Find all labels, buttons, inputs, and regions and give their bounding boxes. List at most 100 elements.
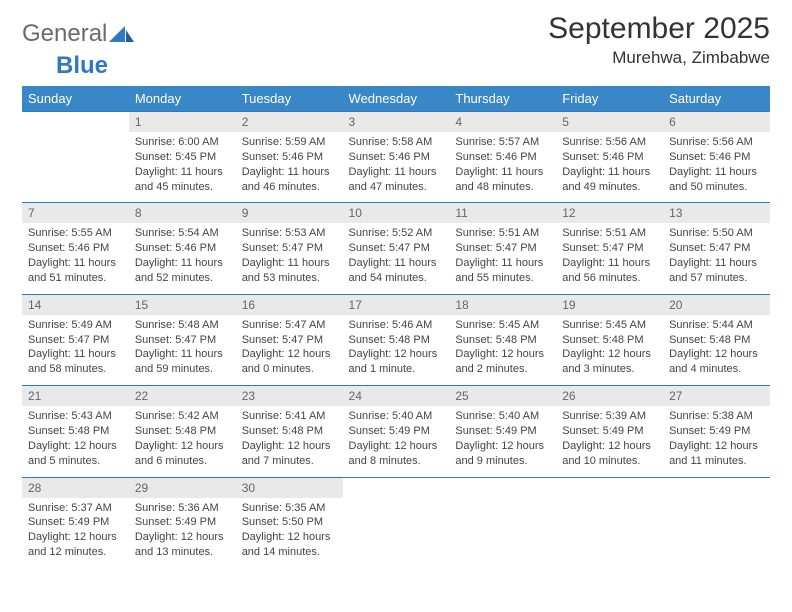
day-daylight2: and 8 minutes.: [349, 454, 444, 469]
day-daylight1: Daylight: 11 hours: [28, 347, 123, 362]
day-number: 28: [22, 478, 129, 498]
day-daylight2: and 58 minutes.: [28, 362, 123, 377]
day-body: Sunrise: 5:51 AMSunset: 5:47 PMDaylight:…: [556, 223, 663, 293]
day-sunset: Sunset: 5:48 PM: [669, 333, 764, 348]
day-daylight2: and 4 minutes.: [669, 362, 764, 377]
calendar-cell: 26Sunrise: 5:39 AMSunset: 5:49 PMDayligh…: [556, 386, 663, 477]
calendar-cell: 27Sunrise: 5:38 AMSunset: 5:49 PMDayligh…: [663, 386, 770, 477]
day-number: 27: [663, 386, 770, 406]
day-sunrise: Sunrise: 5:53 AM: [242, 226, 337, 241]
calendar-cell: [343, 477, 450, 568]
calendar-cell: 12Sunrise: 5:51 AMSunset: 5:47 PMDayligh…: [556, 203, 663, 294]
day-sunrise: Sunrise: 5:50 AM: [669, 226, 764, 241]
page: General September 2025 Murehwa, Zimbabwe…: [0, 0, 792, 612]
day-sunset: Sunset: 5:46 PM: [242, 150, 337, 165]
day-daylight2: and 45 minutes.: [135, 180, 230, 195]
title-block: September 2025 Murehwa, Zimbabwe: [548, 12, 770, 68]
day-sunset: Sunset: 5:47 PM: [242, 333, 337, 348]
day-daylight2: and 0 minutes.: [242, 362, 337, 377]
day-daylight1: Daylight: 12 hours: [242, 530, 337, 545]
day-sunset: Sunset: 5:49 PM: [669, 424, 764, 439]
calendar-cell: 15Sunrise: 5:48 AMSunset: 5:47 PMDayligh…: [129, 294, 236, 385]
weekday-header: Wednesday: [343, 86, 450, 112]
day-sunrise: Sunrise: 5:58 AM: [349, 135, 444, 150]
weekday-header: Tuesday: [236, 86, 343, 112]
calendar-cell: 10Sunrise: 5:52 AMSunset: 5:47 PMDayligh…: [343, 203, 450, 294]
day-sunrise: Sunrise: 5:49 AM: [28, 318, 123, 333]
calendar-cell: 7Sunrise: 5:55 AMSunset: 5:46 PMDaylight…: [22, 203, 129, 294]
day-daylight2: and 49 minutes.: [562, 180, 657, 195]
day-number: 5: [556, 112, 663, 132]
day-sunrise: Sunrise: 5:54 AM: [135, 226, 230, 241]
day-sunrise: Sunrise: 5:42 AM: [135, 409, 230, 424]
day-sunset: Sunset: 5:47 PM: [135, 333, 230, 348]
day-daylight2: and 59 minutes.: [135, 362, 230, 377]
day-daylight2: and 48 minutes.: [455, 180, 550, 195]
calendar-head: SundayMondayTuesdayWednesdayThursdayFrid…: [22, 86, 770, 112]
day-sunset: Sunset: 5:49 PM: [562, 424, 657, 439]
day-number: 25: [449, 386, 556, 406]
calendar-cell: [663, 477, 770, 568]
day-daylight1: Daylight: 12 hours: [242, 347, 337, 362]
day-sunrise: Sunrise: 5:56 AM: [562, 135, 657, 150]
day-daylight2: and 5 minutes.: [28, 454, 123, 469]
day-daylight2: and 2 minutes.: [455, 362, 550, 377]
day-number: 4: [449, 112, 556, 132]
day-sunrise: Sunrise: 5:51 AM: [455, 226, 550, 241]
day-sunrise: Sunrise: 5:59 AM: [242, 135, 337, 150]
day-sunset: Sunset: 5:46 PM: [669, 150, 764, 165]
day-body: Sunrise: 5:52 AMSunset: 5:47 PMDaylight:…: [343, 223, 450, 293]
day-sunset: Sunset: 5:46 PM: [562, 150, 657, 165]
day-number: 21: [22, 386, 129, 406]
calendar-cell: 30 Sunrise: 5:35 AMSunset: 5:50 PMDayligh…: [236, 477, 343, 568]
day-sunset: Sunset: 5:47 PM: [242, 241, 337, 256]
calendar-cell: 18Sunrise: 5:45 AMSunset: 5:48 PMDayligh…: [449, 294, 556, 385]
calendar-cell: 13Sunrise: 5:50 AMSunset: 5:47 PMDayligh…: [663, 203, 770, 294]
day-sunset: Sunset: 5:49 PM: [28, 515, 123, 530]
day-sunrise: Sunrise: 5:35 AM: [242, 501, 337, 516]
day-daylight2: and 9 minutes.: [455, 454, 550, 469]
calendar-cell: 19Sunrise: 5:45 AMSunset: 5:48 PMDayligh…: [556, 294, 663, 385]
day-body: Sunrise: 5:47 AMSunset: 5:47 PMDaylight:…: [236, 315, 343, 385]
calendar-cell: 29Sunrise: 5:36 AMSunset: 5:49 PMDayligh…: [129, 477, 236, 568]
day-daylight1: Daylight: 12 hours: [562, 347, 657, 362]
location: Murehwa, Zimbabwe: [548, 48, 770, 68]
day-daylight2: and 56 minutes.: [562, 271, 657, 286]
day-sunset: Sunset: 5:47 PM: [669, 241, 764, 256]
calendar-cell: 22Sunrise: 5:42 AMSunset: 5:48 PMDayligh…: [129, 386, 236, 477]
day-body: Sunrise: 5:42 AMSunset: 5:48 PMDaylight:…: [129, 406, 236, 476]
calendar-cell: 8Sunrise: 5:54 AMSunset: 5:46 PMDaylight…: [129, 203, 236, 294]
day-number: 30: [236, 478, 343, 498]
day-sunrise: Sunrise: 5:52 AM: [349, 226, 444, 241]
calendar-cell: 1Sunrise: 6:00 AMSunset: 5:45 PMDaylight…: [129, 112, 236, 203]
calendar-week-row: 21Sunrise: 5:43 AMSunset: 5:48 PMDayligh…: [22, 386, 770, 477]
calendar-cell: 20Sunrise: 5:44 AMSunset: 5:48 PMDayligh…: [663, 294, 770, 385]
day-body: Sunrise: 5:48 AMSunset: 5:47 PMDaylight:…: [129, 315, 236, 385]
day-body: Sunrise: 5:46 AMSunset: 5:48 PMDaylight:…: [343, 315, 450, 385]
day-sunrise: Sunrise: 5:39 AM: [562, 409, 657, 424]
day-daylight2: and 47 minutes.: [349, 180, 444, 195]
day-sunrise: Sunrise: 5:48 AM: [135, 318, 230, 333]
day-daylight2: and 14 minutes.: [242, 545, 337, 560]
day-number: 13: [663, 203, 770, 223]
day-daylight1: Daylight: 12 hours: [242, 439, 337, 454]
day-daylight1: Daylight: 12 hours: [562, 439, 657, 454]
day-sunrise: Sunrise: 5:45 AM: [455, 318, 550, 333]
day-number: 8: [129, 203, 236, 223]
day-number: 6: [663, 112, 770, 132]
day-daylight2: and 55 minutes.: [455, 271, 550, 286]
day-body: Sunrise: 5:45 AMSunset: 5:48 PMDaylight:…: [449, 315, 556, 385]
day-sunset: Sunset: 5:49 PM: [135, 515, 230, 530]
day-sunset: Sunset: 5:46 PM: [455, 150, 550, 165]
day-body: Sunrise: 5:50 AMSunset: 5:47 PMDaylight:…: [663, 223, 770, 293]
day-sunrise: Sunrise: 5:46 AM: [349, 318, 444, 333]
day-number: 23: [236, 386, 343, 406]
calendar-body: 1Sunrise: 6:00 AMSunset: 5:45 PMDaylight…: [22, 112, 770, 568]
day-sunset: Sunset: 5:50 PM: [242, 515, 337, 530]
calendar-cell: 9Sunrise: 5:53 AMSunset: 5:47 PMDaylight…: [236, 203, 343, 294]
day-sunset: Sunset: 5:49 PM: [455, 424, 550, 439]
day-number: 10: [343, 203, 450, 223]
calendar-cell: 4Sunrise: 5:57 AMSunset: 5:46 PMDaylight…: [449, 112, 556, 203]
day-number: 20: [663, 295, 770, 315]
day-number: 24: [343, 386, 450, 406]
